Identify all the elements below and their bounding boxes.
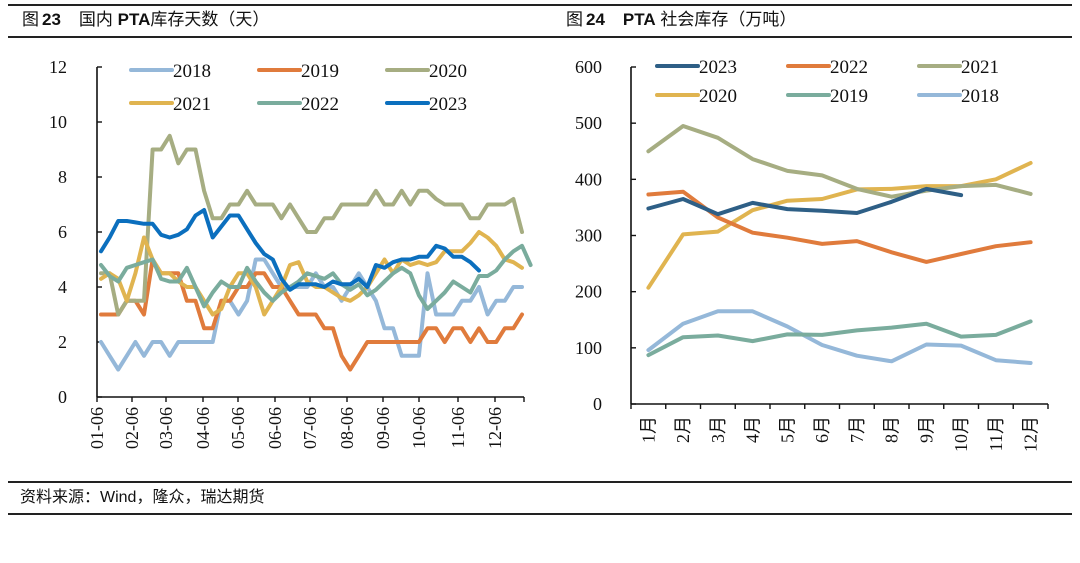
legend-label-2023: 2023 — [429, 94, 467, 115]
legend-label-2022: 2022 — [301, 94, 339, 115]
legend-label-2021: 2021 — [173, 94, 211, 115]
y-tick-label: 6 — [58, 222, 67, 242]
x-tick-label: 9月 — [916, 416, 936, 443]
figure-label: 图 — [566, 10, 583, 29]
chart-pta-inventory-days: 0 2 4 6 8 10 12 01-06 02-06 03-06 04-06 05-06 06-06 0… — [49, 57, 533, 449]
figure-number: 24 — [586, 10, 605, 29]
x-tick-label: 7月 — [847, 416, 867, 443]
series-line-2023 — [646, 186, 964, 217]
title-bold: PTA — [117, 10, 151, 29]
x-tick-label: 04-06 — [193, 407, 213, 449]
x-tick-label: 10月 — [951, 416, 971, 452]
y-tick-label: 200 — [575, 282, 602, 302]
x-tick-label: 3月 — [708, 416, 728, 443]
x-tick-label: 11-06 — [448, 407, 468, 448]
x-tick-label: 08-06 — [337, 407, 357, 449]
title-rule — [8, 36, 1072, 38]
title-text: 国内 — [78, 10, 113, 29]
bottom-rule — [8, 513, 1072, 515]
x-tick-label: 5月 — [777, 416, 797, 443]
x-tick-label: 06-06 — [265, 407, 285, 449]
x-tick-label: 02-06 — [122, 407, 142, 449]
legend-label-2020: 2020 — [699, 86, 737, 107]
legend-label-2019: 2019 — [830, 86, 868, 107]
x-tick-label: 10-06 — [409, 407, 429, 449]
y-tick-label: 0 — [593, 394, 602, 414]
y-tick-label: 600 — [575, 57, 602, 77]
x-tick-label: 2月 — [673, 416, 693, 443]
x-tick-label: 01-06 — [87, 407, 107, 449]
y-tick-label: 10 — [49, 112, 67, 132]
y-tick-label: 400 — [575, 169, 602, 189]
x-tick-label: 03-06 — [156, 407, 176, 449]
legend-label-2022: 2022 — [830, 57, 868, 78]
series-line-2020 — [99, 133, 524, 317]
legend-label-2020: 2020 — [429, 61, 467, 82]
x-tick-label: 4月 — [743, 416, 763, 443]
x-tick-label: 8月 — [882, 416, 902, 443]
series-line-2022 — [99, 243, 533, 311]
figure-number: 23 — [42, 10, 61, 29]
x-tick-label: 05-06 — [228, 407, 248, 449]
x-tick-label: 11月 — [986, 416, 1006, 451]
figure-label: 图 — [22, 10, 39, 29]
top-rule — [8, 4, 1072, 6]
y-tick-label: 100 — [575, 338, 602, 358]
x-tick-label: 09-06 — [373, 407, 393, 449]
series-line-2018 — [646, 309, 1033, 365]
y-tick-label: 0 — [58, 387, 67, 407]
legend-label-2023: 2023 — [699, 57, 737, 78]
legend-label-2018: 2018 — [961, 86, 999, 107]
series-line-2021 — [646, 124, 1033, 199]
legend-label-2019: 2019 — [301, 61, 339, 82]
figure-24-title: 图 24 PTA 社会库存（万吨） — [566, 9, 796, 31]
legend-label-2018: 2018 — [173, 61, 211, 82]
source-note: 资料来源：Wind，隆众，瑞达期货 — [20, 489, 265, 506]
series-line-2023 — [99, 208, 481, 292]
y-tick-label: 500 — [575, 113, 602, 133]
x-tick-label: 12-06 — [485, 407, 505, 449]
y-tick-label: 12 — [49, 57, 67, 77]
y-tick-label: 2 — [58, 332, 67, 352]
y-tick-label: 4 — [58, 277, 67, 297]
legend-label-2021: 2021 — [961, 57, 999, 78]
figure-23-title: 图 23 国内 PTA库存天数（天） — [22, 9, 269, 31]
title-text: 库存天数（天） — [150, 10, 270, 29]
source-top-rule — [8, 481, 1072, 483]
series-line-2018 — [99, 257, 524, 372]
y-tick-label: 300 — [575, 226, 602, 246]
title-text: 社会库存（万吨） — [660, 10, 797, 29]
series-line-2022 — [646, 189, 1033, 264]
x-tick-label: 12月 — [1021, 416, 1041, 452]
title-bold: PTA — [622, 10, 656, 29]
x-tick-label: 07-06 — [300, 407, 320, 449]
series-line-2019 — [646, 319, 1033, 358]
y-tick-label: 8 — [58, 167, 67, 187]
chart-pta-social-inventory: 0 100 200 300 400 500 600 1月 2月 3月 4月 5月 6月 7月 8月 9月 10月… — [575, 57, 1049, 452]
x-tick-label: 1月 — [638, 416, 658, 443]
x-tick-label: 6月 — [812, 416, 832, 443]
